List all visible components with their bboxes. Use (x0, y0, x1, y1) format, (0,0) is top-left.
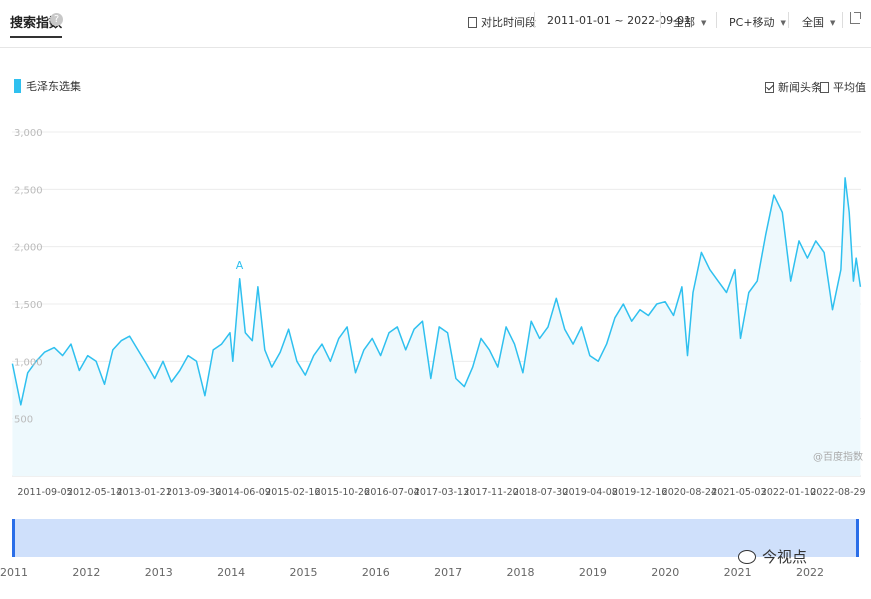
device-select[interactable]: PC+移动 ▼ (729, 14, 786, 30)
y-tick-label: 1,500 (14, 300, 43, 311)
time-range-slider[interactable] (12, 519, 859, 557)
x-tick-label: 2011-09-05 (17, 487, 72, 498)
wechat-label: 今视点 (762, 548, 808, 566)
slider-year-labels: 2011 2012 2013 2014 2015 2016 2017 2018 2019 2020… (0, 566, 871, 586)
slider-year-label: 2020 (651, 566, 680, 579)
x-axis: 2011-09-052012-05-142013-01-212013-09-30… (17, 487, 865, 498)
slider-year-label: 2017 (434, 566, 463, 579)
x-tick-label: 2020-08-24 (662, 487, 717, 498)
region-select-label: 全国 (802, 16, 824, 29)
x-tick-label: 2019-12-16 (612, 487, 667, 498)
slider-year-label: 2018 (506, 566, 535, 579)
divider (788, 12, 789, 28)
average-label: 平均值 (833, 81, 866, 94)
x-tick-label: 2015-10-26 (315, 487, 370, 498)
x-tick-label: 2016-07-04 (364, 487, 419, 498)
slider-year-label: 2014 (217, 566, 246, 579)
top-bar: 搜索指数 ? 对比时间段 2011-01-01 ~ 2022-09-01 全部 ▼… (0, 0, 871, 48)
source-select[interactable]: 全部 ▼ (673, 14, 706, 30)
x-tick-label: 2017-03-13 (414, 487, 469, 498)
series-line[interactable] (11, 177, 862, 406)
region-select[interactable]: 全国 ▼ (802, 14, 835, 30)
slider-year-label: 2022 (796, 566, 824, 579)
x-tick-label: 2013-09-30 (166, 487, 221, 498)
annotation-marker[interactable]: A (236, 259, 244, 272)
divider (716, 12, 717, 28)
x-tick-label: 2021-05-03 (711, 487, 766, 498)
x-tick-label: 2018-07-30 (513, 487, 568, 498)
slider-year-label: 2013 (144, 566, 173, 579)
tab-search-index[interactable]: 搜索指数 (10, 16, 63, 31)
source-select-label: 全部 (673, 16, 695, 29)
compare-checkbox-icon[interactable] (468, 17, 477, 28)
legend-swatch (14, 79, 21, 93)
news-checkbox-icon[interactable] (765, 82, 774, 93)
legend[interactable]: 毛泽东选集 (14, 78, 81, 94)
slider-year-label: 2016 (361, 566, 390, 579)
wechat-icon (738, 550, 756, 564)
tab-underline (10, 36, 62, 38)
compare-period-toggle[interactable]: 对比时间段 (468, 14, 536, 30)
date-range-picker[interactable]: 2011-01-01 ~ 2022-09-01 (547, 14, 692, 27)
y-tick-label: 2,000 (14, 243, 43, 254)
slider-year-label: 2011 (0, 566, 28, 579)
series-area (12, 177, 861, 476)
caret-down-icon: ▼ (830, 19, 836, 27)
x-tick-label: 2022-08-29 (810, 487, 865, 498)
news-label: 新闻头条 (778, 81, 822, 94)
y-tick-label: 1,000 (14, 357, 43, 368)
x-tick-label: 2014-06-09 (216, 487, 271, 498)
x-tick-label: 2022-01-10 (761, 487, 816, 498)
y-tick-label: 500 (14, 415, 33, 426)
slider-year-label: 2019 (578, 566, 607, 579)
device-select-label: PC+移动 (729, 16, 775, 29)
y-tick-label: 2,500 (14, 185, 43, 196)
divider (660, 12, 661, 28)
average-checkbox-icon[interactable] (820, 82, 829, 93)
x-tick-label: 2017-11-20 (463, 487, 518, 498)
legend-label: 毛泽东选集 (26, 80, 81, 93)
x-tick-label: 2019-04-08 (563, 487, 618, 498)
slider-year-label: 2021 (723, 566, 752, 579)
average-toggle[interactable]: 平均值 (820, 79, 866, 95)
compare-label: 对比时间段 (481, 16, 536, 29)
y-axis: 500 1,000 1,500 2,000 2,500 3,000 (14, 128, 43, 426)
divider (534, 12, 535, 28)
divider (842, 12, 843, 28)
watermark: @百度指数 (813, 450, 863, 463)
slider-year-label: 2012 (72, 566, 101, 579)
news-headline-toggle[interactable]: 新闻头条 (765, 79, 822, 95)
y-tick-label: 3,000 (14, 128, 43, 139)
help-icon[interactable]: ? (50, 13, 63, 26)
caret-down-icon: ▼ (780, 19, 786, 27)
wechat-watermark: 今视点 (738, 546, 807, 567)
slider-year-label: 2015 (289, 566, 318, 579)
export-icon[interactable] (850, 12, 861, 24)
x-tick-label: 2015-02-16 (265, 487, 320, 498)
caret-down-icon: ▼ (701, 19, 707, 27)
x-tick-label: 2013-01-21 (117, 487, 172, 498)
x-tick-label: 2012-05-14 (67, 487, 122, 498)
